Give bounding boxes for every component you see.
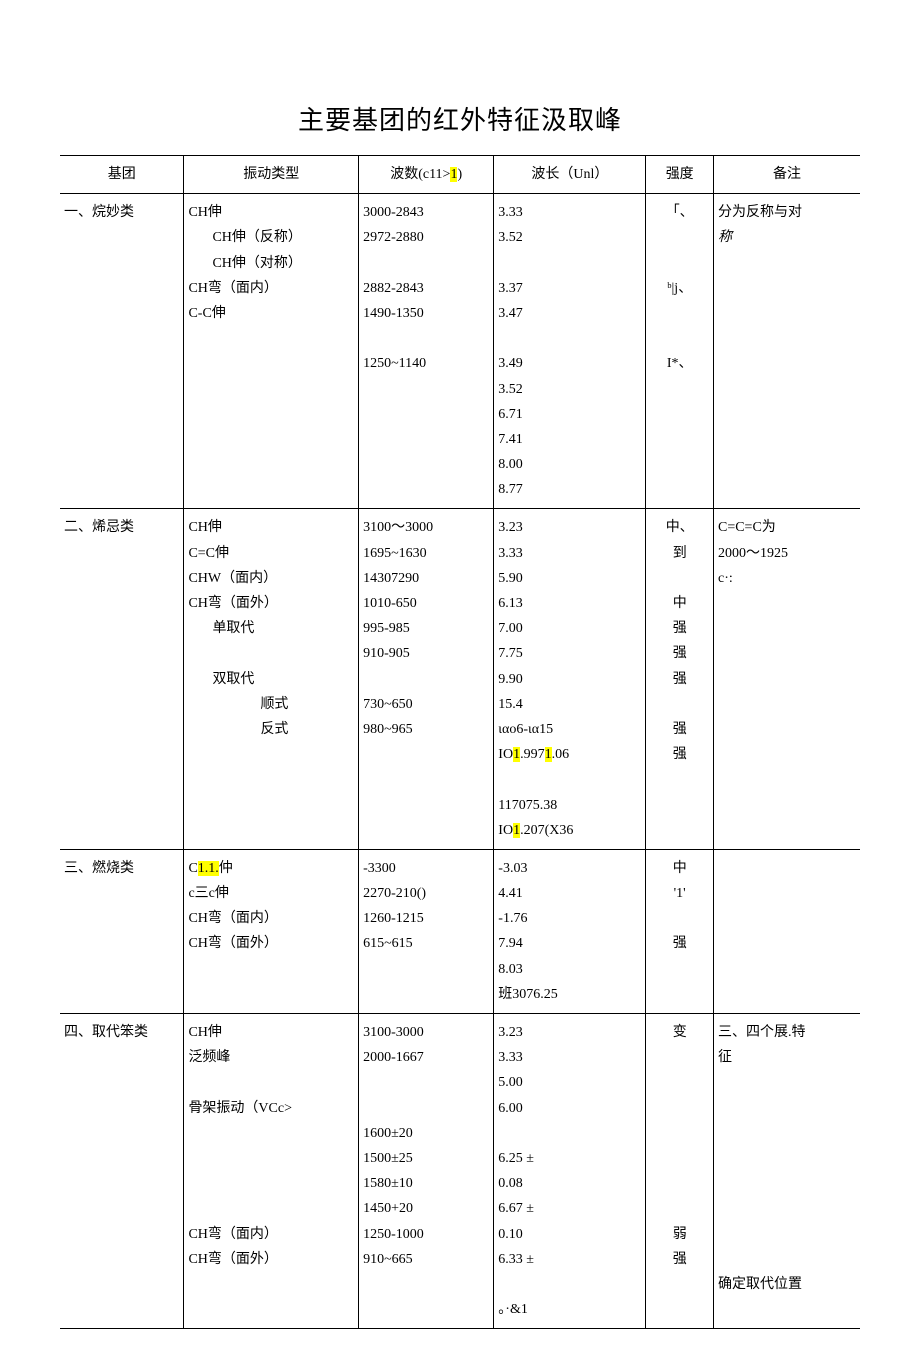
cell-group: 一、烷妙类: [60, 194, 184, 509]
cell-remark: 分为反称与对 称: [713, 194, 860, 509]
cell-group: 四、取代笨类: [60, 1014, 184, 1329]
wavelen-part: .997: [520, 747, 545, 762]
header-wavenum: 波数(c11>1): [359, 156, 494, 194]
vtype-line: CH弯（面内）: [188, 1227, 277, 1242]
wavelen-hl: 1: [545, 747, 552, 762]
remark-ital: 称: [718, 230, 732, 245]
cell-group: 二、烯忌类: [60, 509, 184, 849]
cell-wavenum: 3100-3000 2000-1667 1600±20 1500±25 1580…: [359, 1014, 494, 1329]
vtype-line: CH弯（面内）: [188, 281, 277, 296]
ir-table: 基团 振动类型 波数(c11>1) 波长（Unl） 强度 备注 一、烷妙类 CH…: [60, 155, 860, 1329]
cell-wavenum: 3100～3000 1695~1630 14307290 1010-650 99…: [359, 509, 494, 849]
cell-remark: C=C=C为 2000～1925 c·:: [713, 509, 860, 849]
table-header-row: 基团 振动类型 波数(c11>1) 波长（Unl） 强度 备注: [60, 156, 860, 194]
vtype-line: c三c伸: [188, 886, 228, 901]
header-remark: 备注: [713, 156, 860, 194]
cell-remark: [713, 849, 860, 1013]
cell-vtype: C1.1.仲 c三c伸 CH弯（面内） CH弯（面外）: [184, 849, 359, 1013]
cell-wavelen: 3.33 3.52 3.37 3.47 3.49 3.52 6.71 7.41 …: [494, 194, 646, 509]
vtype-line: CH弯（面外）: [188, 596, 277, 611]
vtype-line: CHW（面内）: [188, 571, 277, 586]
vtype-line: CH伸: [188, 520, 221, 535]
wavelen-part: .06: [552, 747, 570, 762]
vtype-line: CH弯（面外）: [188, 936, 277, 951]
vtype-line: CH弯（面内）: [188, 911, 277, 926]
table-row: 三、燃烧类 C1.1.仲 c三c伸 CH弯（面内） CH弯（面外） -3300 …: [60, 849, 860, 1013]
vtype-line-pre: C: [188, 861, 197, 876]
vtype-line: CH伸: [188, 205, 221, 220]
vtype-line: CH伸（对称）: [188, 251, 301, 276]
cell-wavenum: -3300 2270-210() 1260-1215 615~615: [359, 849, 494, 1013]
cell-vtype: CH伸 CH伸（反称） CH伸（对称） CH弯（面内） C-C伸: [184, 194, 359, 509]
vtype-line: CH伸: [188, 1025, 221, 1040]
header-vtype: 振动类型: [184, 156, 359, 194]
table-row: 一、烷妙类 CH伸 CH伸（反称） CH伸（对称） CH弯（面内） C-C伸 3…: [60, 194, 860, 509]
cell-vtype: CH伸 C=C伸 CHW（面内） CH弯（面外） 单取代 双取代 顺式 反式: [184, 509, 359, 849]
vtype-line: 泛频峰: [188, 1050, 230, 1065]
wavelen-part: IO: [498, 823, 513, 838]
vtype-line: 骨架振动（VCc>: [188, 1101, 292, 1116]
cell-intensity: 「、 ᵇ|j、 I*、: [646, 194, 714, 509]
wavelen-part: 3.23 3.33 5.90 6.13 7.00 7.75 9.90 15.4 …: [498, 520, 553, 737]
cell-intensity: 中 '1' 强: [646, 849, 714, 1013]
table-row: 二、烯忌类 CH伸 C=C伸 CHW（面内） CH弯（面外） 单取代 双取代 顺…: [60, 509, 860, 849]
table-row: 四、取代笨类 CH伸 泛频峰 骨架振动（VCc> CH弯（面内） CH弯（面外）…: [60, 1014, 860, 1329]
vtype-line: CH伸（反称）: [188, 225, 301, 250]
wavelen-hl: 1: [513, 823, 520, 838]
vtype-line: 顺式: [188, 692, 288, 717]
cell-wavelen: 3.23 3.33 5.00 6.00 6.25 ± 0.08 6.67 ± 0…: [494, 1014, 646, 1329]
header-intensity: 强度: [646, 156, 714, 194]
cell-intensity: 中、 到 中 强 强 强 强 强: [646, 509, 714, 849]
header-wavelen: 波长（Unl）: [494, 156, 646, 194]
header-wavenum-pre: 波数(c11>: [390, 167, 450, 182]
cell-wavelen: -3.03 4.41 -1.76 7.94 8.03 班3076.25: [494, 849, 646, 1013]
cell-remark: 三、四个展.特 征 确定取代位置: [713, 1014, 860, 1329]
vtype-line: C-C伸: [188, 306, 225, 321]
wavelen-part: IO: [498, 747, 513, 762]
vtype-line: 反式: [188, 717, 288, 742]
wavelen-part: 117075.38: [498, 798, 557, 813]
wavelen-part: .207(X36: [520, 823, 573, 838]
vtype-line: 单取代: [188, 616, 254, 641]
cell-wavenum: 3000-2843 2972-2880 2882-2843 1490-1350 …: [359, 194, 494, 509]
vtype-line: 双取代: [188, 667, 254, 692]
cell-vtype: CH伸 泛频峰 骨架振动（VCc> CH弯（面内） CH弯（面外）: [184, 1014, 359, 1329]
vtype-line: C=C伸: [188, 546, 229, 561]
wavelen-hl: 1: [513, 747, 520, 762]
vtype-line-hl: 1.1.: [198, 861, 219, 876]
cell-intensity: 变 弱 强: [646, 1014, 714, 1329]
header-group: 基团: [60, 156, 184, 194]
cell-group: 三、燃烧类: [60, 849, 184, 1013]
header-wavenum-post: ): [457, 167, 462, 182]
vtype-line-post: 仲: [219, 861, 233, 876]
cell-wavelen: 3.23 3.33 5.90 6.13 7.00 7.75 9.90 15.4 …: [494, 509, 646, 849]
vtype-line: CH弯（面外）: [188, 1252, 277, 1267]
page-title: 主要基团的红外特征汲取峰: [60, 100, 860, 137]
remark-text: 分为反称与对: [718, 205, 802, 220]
